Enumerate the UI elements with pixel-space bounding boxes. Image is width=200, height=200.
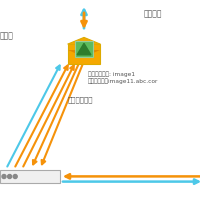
Circle shape (8, 174, 12, 178)
Polygon shape (77, 43, 91, 55)
Circle shape (13, 174, 17, 178)
Text: 七牛图片空间: image1: 七牛图片空间: image1 (88, 71, 135, 77)
Text: 自定义域名：image11.abc.cor: 自定义域名：image11.abc.cor (88, 78, 158, 84)
Circle shape (2, 174, 6, 178)
Polygon shape (68, 50, 100, 57)
FancyBboxPatch shape (75, 41, 93, 57)
Text: 流量导向七牛: 流量导向七牛 (68, 97, 94, 103)
FancyBboxPatch shape (68, 44, 100, 64)
Text: 首次访问: 首次访问 (144, 9, 162, 19)
Polygon shape (68, 37, 100, 44)
Text: 态页面: 态页面 (0, 31, 14, 40)
FancyBboxPatch shape (0, 170, 60, 183)
